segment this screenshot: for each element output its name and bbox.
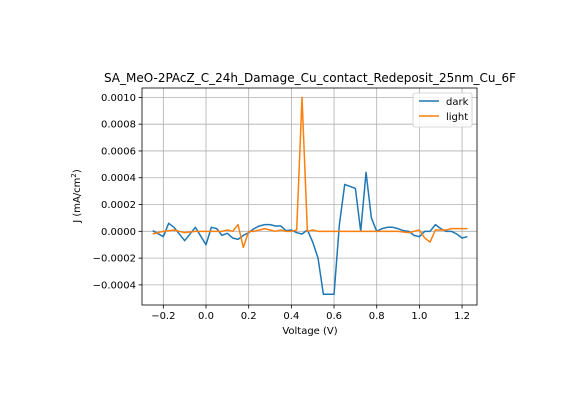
x-tick-label: 1.2 [454,311,470,322]
x-tick-label: −0.2 [151,311,175,322]
y-axis-label-superscript: 2 [70,173,78,177]
y-axis-label-main: J (mA/cm [72,178,83,224]
y-tick-label: −0.0004 [93,280,136,291]
y-tick-label: 0.0008 [101,120,136,131]
x-tick-label: 0.8 [369,311,385,322]
x-tick-label: 0.6 [326,311,342,322]
chart-title: SA_MeO-2PAcZ_C_24h_Damage_Cu_contact_Red… [104,71,516,85]
series-lines [152,96,468,296]
y-axis-label-end: ) [72,169,83,173]
series-line-light [152,96,468,249]
y-tick-label: −0.0002 [93,254,136,265]
series-line-dark [152,171,468,296]
y-tick-label: 0.0002 [101,200,136,211]
y-tick-label: 0.0006 [101,146,136,157]
axis-ticks: −0.2 0.0 0.2 0.4 0.6 0.8 1.0 1.2 −0.0004 −0.0002 0… [93,93,470,322]
legend: dark light [412,92,473,128]
y-tick-label: 0.0010 [101,93,136,104]
legend-label-dark: dark [446,97,469,108]
plot-frame [141,87,478,306]
y-tick-label: 0.0004 [101,173,136,184]
y-tick-label: 0.0000 [101,227,136,238]
y-axis-label: J (mA/cm2) [70,169,83,224]
x-tick-label: 1.0 [411,311,427,322]
legend-label-light: light [446,112,468,123]
x-tick-label: 0.2 [241,311,257,322]
x-tick-label: 0.0 [198,311,214,322]
x-axis-label: Voltage (V) [282,326,337,337]
x-tick-label: 0.4 [283,311,299,322]
